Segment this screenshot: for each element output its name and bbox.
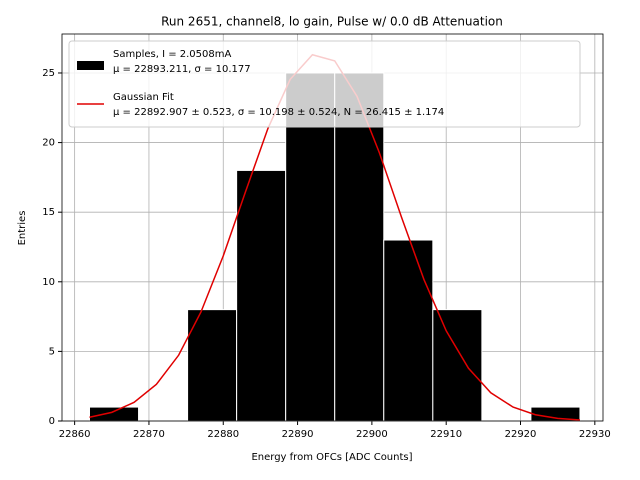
legend-label: Gaussian Fit xyxy=(113,92,174,103)
legend-label: μ = 22892.907 ± 0.523, σ = 10.198 ± 0.52… xyxy=(113,107,444,118)
y-tick-label: 0 xyxy=(49,416,55,427)
histogram-bar xyxy=(432,309,483,422)
legend-label: μ = 22893.211, σ = 10.177 xyxy=(113,64,251,75)
x-tick-label: 22860 xyxy=(59,429,91,440)
y-tick-label: 20 xyxy=(42,138,55,149)
histogram-bar xyxy=(285,72,336,422)
x-tick-label: 22900 xyxy=(356,429,388,440)
y-tick-label: 5 xyxy=(49,346,55,357)
y-tick-label: 25 xyxy=(42,68,55,79)
histogram-bar xyxy=(187,309,238,422)
chart-title: Run 2651, channel8, lo gain, Pulse w/ 0.… xyxy=(161,15,503,29)
y-tick-label: 15 xyxy=(42,207,55,218)
x-tick-label: 22930 xyxy=(579,429,611,440)
legend-label: Samples, I = 2.0508mA xyxy=(113,49,231,60)
histogram-bar xyxy=(383,239,434,422)
x-tick-label: 22890 xyxy=(282,429,314,440)
y-tick-label: 10 xyxy=(42,277,55,288)
x-tick-label: 22880 xyxy=(207,429,239,440)
x-tick-label: 22920 xyxy=(505,429,537,440)
histogram-bar xyxy=(236,169,287,422)
legend-swatch xyxy=(77,61,104,70)
x-tick-label: 22870 xyxy=(133,429,165,440)
plot-frame xyxy=(61,33,604,422)
y-axis-label: Entries xyxy=(17,211,28,246)
x-tick-label: 22910 xyxy=(430,429,462,440)
x-axis-label: Energy from OFCs [ADC Counts] xyxy=(251,452,412,463)
histogram-bar xyxy=(88,406,140,422)
legend-box xyxy=(68,40,581,128)
